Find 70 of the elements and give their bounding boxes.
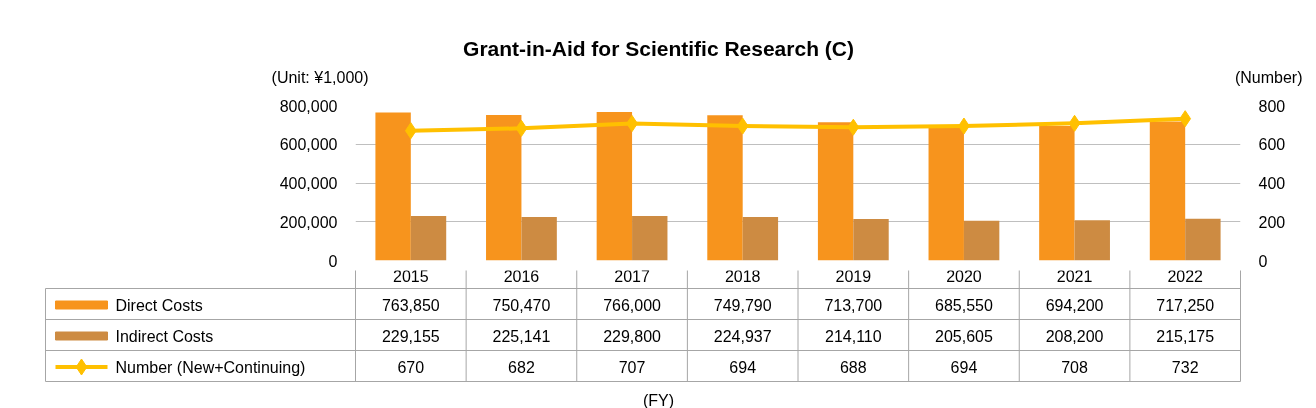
data-label: 713,700 xyxy=(824,297,883,314)
data-label: 694 xyxy=(950,359,978,376)
y-tick-label: 800,000 xyxy=(279,97,338,115)
bar xyxy=(1074,220,1110,261)
y2-tick-label: 0 xyxy=(1258,252,1268,270)
bar xyxy=(1039,126,1075,261)
data-label: 682 xyxy=(508,359,535,376)
y-tick-label: 200,000 xyxy=(279,213,338,231)
data-label: 214,110 xyxy=(824,328,882,345)
x-tick-label: 2016 xyxy=(503,267,540,285)
y-axis-title: (Unit: ¥1,000) xyxy=(271,69,369,86)
x-tick-label: 2019 xyxy=(835,267,872,285)
data-label: 707 xyxy=(618,359,646,376)
data-label: 205,605 xyxy=(935,328,993,345)
legend-label: Direct Costs xyxy=(115,296,203,314)
data-label: 688 xyxy=(839,359,867,376)
x-tick-label: 2020 xyxy=(946,267,982,285)
bar xyxy=(853,219,889,261)
bar xyxy=(1149,121,1186,261)
y-tick-label: 400,000 xyxy=(279,175,338,192)
legend-label: Number (New+Continuing) xyxy=(115,358,306,376)
y-tick-label: 0 xyxy=(328,252,338,270)
x-tick-label: 2022 xyxy=(1167,267,1204,285)
point xyxy=(404,122,417,140)
bar xyxy=(742,216,779,261)
bar xyxy=(707,115,743,261)
data-label: 732 xyxy=(1171,359,1199,376)
data-label: 215,175 xyxy=(1156,328,1215,345)
data-label: 694 xyxy=(729,359,757,376)
y2-tick-label: 400 xyxy=(1258,175,1286,192)
data-label: 670 xyxy=(397,359,425,376)
data-label: 229,800 xyxy=(603,328,662,345)
bar xyxy=(963,220,1000,261)
bar xyxy=(632,215,668,261)
data-label: 225,141 xyxy=(492,328,551,345)
data-label: 694,200 xyxy=(1045,297,1104,314)
y2-tick-label: 800 xyxy=(1258,97,1286,115)
point xyxy=(847,118,860,136)
bar xyxy=(596,112,633,261)
data-label: 208,200 xyxy=(1045,328,1104,345)
y2-tick-label: 600 xyxy=(1258,136,1286,154)
point xyxy=(1179,110,1192,128)
data-label: 717,250 xyxy=(1156,297,1215,314)
data-label: 763,850 xyxy=(381,297,440,314)
data-label: 229,155 xyxy=(381,328,440,345)
data-label: 750,470 xyxy=(492,297,551,314)
data-label: 708 xyxy=(1061,359,1089,376)
bar xyxy=(375,112,411,261)
y2-tick-label: 200 xyxy=(1258,213,1286,231)
x-tick-label: 2015 xyxy=(393,267,429,285)
bar xyxy=(521,216,557,261)
bar xyxy=(410,216,447,261)
bar xyxy=(486,115,522,261)
x-tick-label: 2021 xyxy=(1056,267,1093,285)
y-tick-label: 600,000 xyxy=(279,136,338,154)
point xyxy=(515,119,528,137)
data-label: 766,000 xyxy=(603,297,662,314)
bar xyxy=(817,122,854,261)
x-tick-label: 2018 xyxy=(724,267,761,285)
point xyxy=(736,117,749,135)
bar xyxy=(928,127,964,261)
data-label: 749,790 xyxy=(713,297,772,314)
legend-label: Indirect Costs xyxy=(115,327,214,345)
chart-title: Grant-in-Aid for Scientific Research (C) xyxy=(463,37,854,60)
bar xyxy=(1185,218,1221,261)
data-label: 224,937 xyxy=(713,328,772,345)
data-label: 685,550 xyxy=(935,297,993,314)
y2-axis-title: (Number) xyxy=(1234,69,1303,86)
x-tick-label: 2017 xyxy=(614,267,650,285)
point xyxy=(1068,114,1081,132)
